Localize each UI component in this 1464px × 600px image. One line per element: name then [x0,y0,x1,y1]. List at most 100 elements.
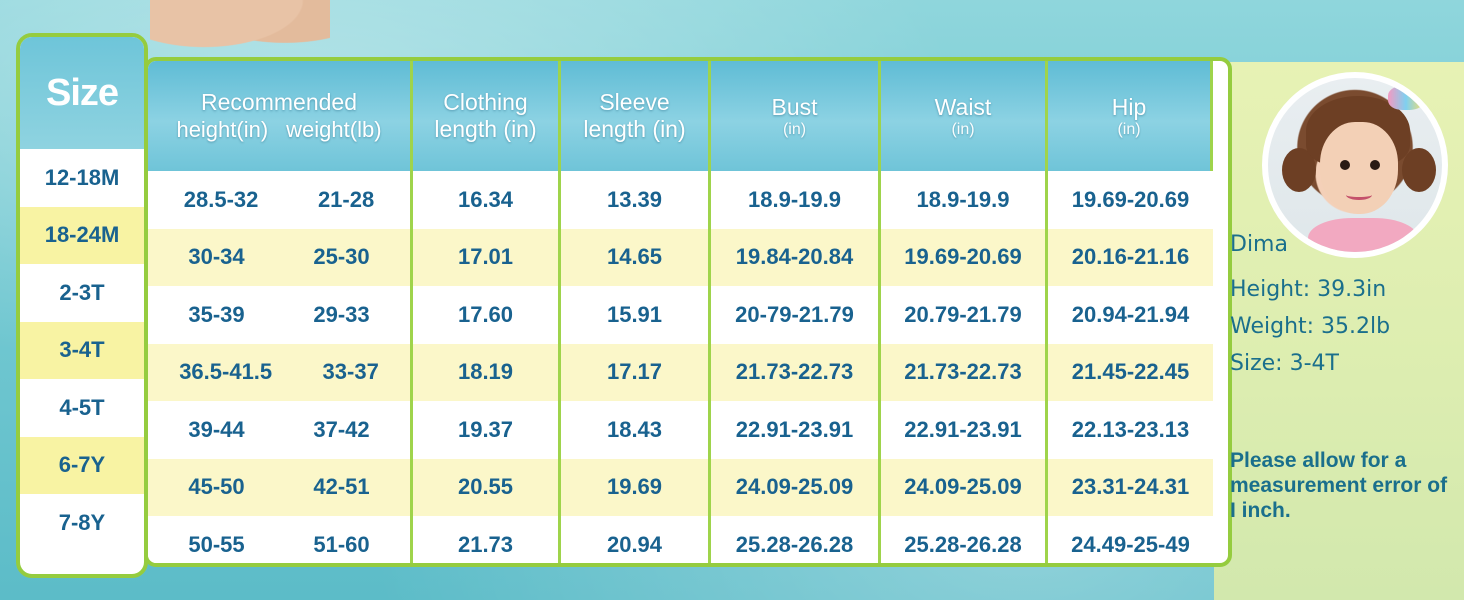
bust-cell: 21.73-22.73 [711,343,881,401]
height-value: 30-34 [188,244,245,270]
model-size: Size: 3-4T [1230,351,1339,376]
recommended-cell: 50-55 51-60 [148,516,413,563]
header-bust-label: Bust [771,93,818,120]
model-name: Dima [1230,232,1288,257]
waist-cell: 19.69-20.69 [881,228,1048,286]
model-weight: Weight: 35.2lb [1230,314,1391,339]
size-cell: 18-24M [20,206,144,264]
size-cell: 6-7Y [20,436,144,494]
size-header: Size [20,37,144,149]
header-clothing-unit: length (in) [434,116,537,142]
clothing-cell: 19.37 [413,401,561,459]
size-cell: 12-18M [20,149,144,207]
bust-cell: 18.9-19.9 [711,171,881,229]
clothing-cell: 21.73 [413,516,561,563]
smile [1346,190,1372,200]
eye-left [1340,160,1350,170]
face [1320,122,1398,214]
header-sleeve-length: Sleeve length (in) [561,61,711,171]
waist-cell: 25.28-26.28 [881,516,1048,563]
header-hip-unit: (in) [1117,120,1141,138]
hip-cell: 19.69-20.69 [1048,171,1213,229]
recommended-cell: 39-44 37-42 [148,401,413,459]
shirt [1308,218,1418,252]
waist-cell: 21.73-22.73 [881,343,1048,401]
header-sleeve-unit: length (in) [583,116,686,142]
sleeve-cell: 15.91 [561,286,711,344]
header-weight-label: weight(lb) [286,117,382,142]
waist-cell: 24.09-25.09 [881,458,1048,516]
hair-clip-icon [1388,86,1424,110]
clothing-cell: 17.60 [413,286,561,344]
size-cell: 2-3T [20,264,144,322]
hip-cell: 23.31-24.31 [1048,458,1213,516]
header-recommended-label: Recommended [201,89,357,115]
recommended-cell: 35-39 29-33 [148,286,413,344]
sleeve-cell: 13.39 [561,171,711,229]
header-bust: Bust (in) [711,61,881,171]
weight-value: 37-42 [313,416,370,442]
header-clothing-length: Clothing length (in) [413,61,561,171]
model-photo [1262,72,1448,258]
header-hip: Hip (in) [1048,61,1213,171]
size-chart: Recommended height(in) weight(lb) Clothi… [16,33,1232,578]
recommended-cell: 30-34 25-30 [148,228,413,286]
size-cell: 7-8Y [20,494,144,552]
clothing-cell: 16.34 [413,171,561,229]
weight-value: 25-30 [313,244,370,270]
model-legs-photo [150,0,330,60]
weight-value: 29-33 [313,301,370,327]
header-recommended: Recommended height(in) weight(lb) [148,61,413,171]
height-value: 39-44 [188,416,245,442]
sleeve-cell: 19.69 [561,458,711,516]
eye-right [1370,160,1380,170]
clothing-cell: 18.19 [413,343,561,401]
header-height-label: height(in) [176,117,269,142]
header-hip-label: Hip [1111,93,1147,120]
height-value: 36.5-41.5 [179,359,273,385]
waist-cell: 20.79-21.79 [881,286,1048,344]
clothing-cell: 17.01 [413,228,561,286]
size-cell: 4-5T [20,379,144,437]
size-chart-table: Recommended height(in) weight(lb) Clothi… [144,57,1232,567]
hip-cell: 20.16-21.16 [1048,228,1213,286]
bust-cell: 20-79-21.79 [711,286,881,344]
hip-cell: 22.13-23.13 [1048,401,1213,459]
height-value: 35-39 [188,301,245,327]
header-waist-label: Waist [934,93,992,120]
header-clothing-label: Clothing [443,89,528,115]
size-cell: 3-4T [20,321,144,379]
bust-cell: 25.28-26.28 [711,516,881,563]
sleeve-cell: 18.43 [561,401,711,459]
sleeve-cell: 14.65 [561,228,711,286]
hip-cell: 24.49-25-49 [1048,516,1213,563]
weight-value: 33-37 [322,359,379,385]
header-bust-unit: (in) [782,120,807,138]
height-value: 28.5-32 [183,186,259,212]
measurement-note: Please allow for a measurement error of … [1230,449,1448,522]
header-sleeve-label: Sleeve [599,89,670,115]
header-waist-unit: (in) [951,120,975,138]
clothing-cell: 20.55 [413,458,561,516]
sleeve-cell: 17.17 [561,343,711,401]
hair-bun-right [1402,148,1436,192]
bust-cell: 19.84-20.84 [711,228,881,286]
recommended-cell: 36.5-41.5 33-37 [148,343,413,401]
bust-cell: 24.09-25.09 [711,458,881,516]
model-height: Height: 39.3in [1230,277,1387,302]
weight-value: 42-51 [313,474,370,500]
bust-cell: 22.91-23.91 [711,401,881,459]
model-details: Dima Height: 39.3in Weight: 35.2lb Size:… [1230,232,1460,388]
size-column: Size 12-18M 18-24M 2-3T 3-4T 4-5T 6-7Y 7-8Y [16,33,148,578]
waist-cell: 22.91-23.91 [881,401,1048,459]
sleeve-cell: 20.94 [561,516,711,563]
recommended-cell: 45-50 42-51 [148,458,413,516]
waist-cell: 18.9-19.9 [881,171,1048,229]
weight-value: 21-28 [317,186,375,212]
height-value: 45-50 [188,474,245,500]
size-chart-grid: Recommended height(in) weight(lb) Clothi… [148,61,1228,563]
weight-value: 51-60 [313,531,370,557]
hip-cell: 20.94-21.94 [1048,286,1213,344]
height-value: 50-55 [188,531,245,557]
recommended-cell: 28.5-32 21-28 [148,171,413,229]
